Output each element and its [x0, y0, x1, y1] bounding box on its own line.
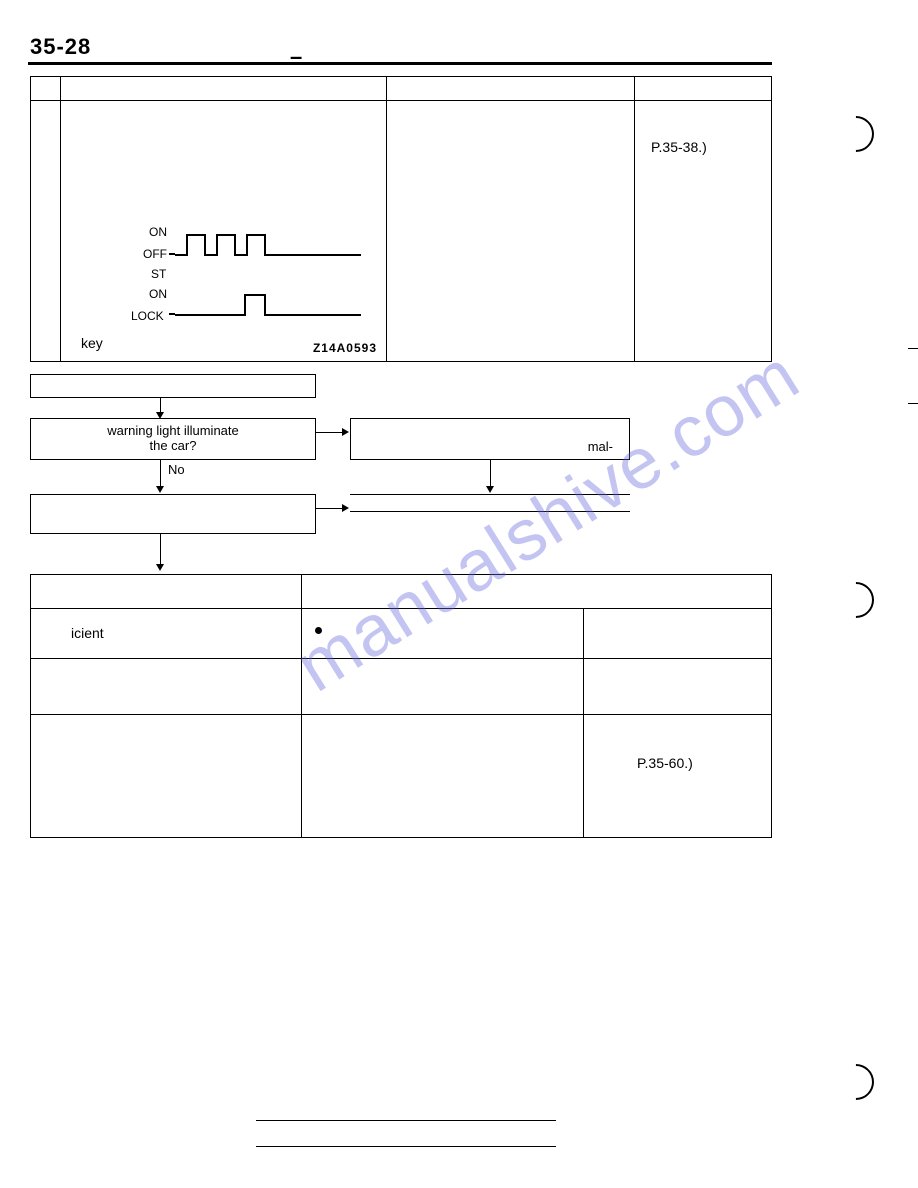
page-ref: P.35-60.): [637, 755, 693, 771]
binder-hole-icon: [831, 1057, 882, 1108]
table-diagnosis: P.35-38.) ON OFF ST ON LOCK key Z14A0593: [30, 76, 772, 362]
flow-box: [30, 494, 316, 534]
table-col: [583, 659, 584, 837]
arrowhead-right-icon: [342, 504, 349, 512]
table-col: [387, 77, 635, 361]
flow-line: [350, 494, 630, 512]
label-st: ST: [151, 267, 166, 281]
arrowhead-down-icon: [156, 486, 164, 493]
waveform-diagram: ON OFF ST ON LOCK key Z14A0593: [87, 225, 383, 359]
flow-label-no: No: [168, 462, 185, 477]
table-row: [31, 715, 771, 837]
label-key: key: [81, 335, 103, 351]
table-col: [301, 575, 302, 837]
page-ref: P.35-38.): [651, 139, 707, 155]
table-row: [31, 609, 771, 659]
flow-line: [350, 494, 630, 495]
margin-mark: [908, 348, 918, 404]
flow-box-decision: warning light illuminate the car?: [30, 418, 316, 460]
flow-text: the car?: [31, 438, 315, 453]
footer-line: [256, 1120, 556, 1121]
label-lock: LOCK: [131, 309, 164, 323]
flow-box-start: [30, 374, 316, 398]
title-dash: –: [290, 44, 302, 70]
pulse-waveform-2: [175, 287, 365, 317]
cell-text: icient: [71, 625, 104, 641]
table-col: [583, 609, 584, 659]
label-on: ON: [149, 225, 167, 239]
tick: [169, 313, 175, 315]
page-number: 35-28: [30, 34, 91, 60]
footer-line: [256, 1146, 556, 1147]
table-row: [31, 659, 771, 715]
table-symptoms: icient P.35-60.): [30, 574, 772, 838]
diagram-code: Z14A0593: [313, 341, 377, 355]
flow-box-result: mal-: [350, 418, 630, 460]
arrowhead-right-icon: [342, 428, 349, 436]
flow-arrow: [160, 534, 161, 568]
binder-hole-icon: [831, 109, 882, 160]
pulse-waveform-1: [175, 227, 365, 257]
header-rule: [28, 62, 772, 65]
bullet-icon: [315, 627, 322, 634]
table-row: [31, 575, 771, 609]
label-off: OFF: [143, 247, 167, 261]
arrowhead-down-icon: [486, 486, 494, 493]
binder-hole-icon: [831, 575, 882, 626]
flow-text: mal-: [588, 439, 613, 454]
arrowhead-down-icon: [156, 564, 164, 571]
label-on: ON: [149, 287, 167, 301]
table-col: [31, 77, 61, 361]
tick: [169, 253, 175, 255]
flow-text: warning light illuminate: [31, 423, 315, 438]
